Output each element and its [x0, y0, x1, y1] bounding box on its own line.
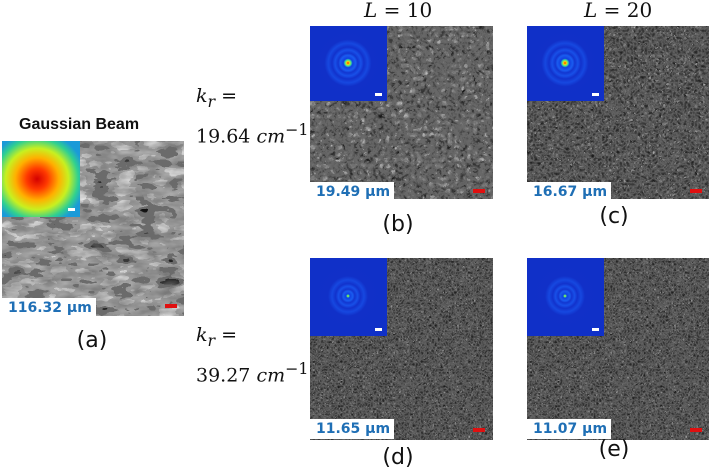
bessel-beam-profile	[527, 258, 604, 336]
scalebar-a	[165, 304, 177, 308]
row-label-kr-2: kr = 39.27 cm−1	[196, 324, 309, 387]
gaussian-inset-a	[2, 141, 80, 217]
column-header-l10: L = 10	[364, 0, 433, 22]
panel-letter-c: (c)	[599, 204, 629, 229]
speckle-size-label-c: 16.67 μm	[527, 182, 612, 202]
bessel-inset-e	[527, 258, 604, 336]
scalebar-c	[690, 189, 702, 193]
inset-scalebar	[592, 328, 599, 331]
speckle-size-label-e: 11.07 μm	[527, 419, 612, 439]
panel-letter-b: (b)	[382, 212, 414, 237]
bessel-beam-profile	[527, 26, 604, 101]
inset-scalebar	[592, 93, 599, 96]
panel-letter-a: (a)	[76, 328, 108, 353]
scalebar-e	[690, 428, 702, 432]
bessel-beam-profile	[310, 258, 387, 336]
panel-letter-d: (d)	[382, 445, 414, 470]
speckle-image-e	[527, 258, 709, 440]
speckle-size-label-d: 11.65 μm	[310, 419, 395, 439]
speckle-image-b	[310, 26, 493, 199]
bessel-inset-b	[310, 26, 387, 101]
bessel-inset-c	[527, 26, 604, 101]
row-label-kr-1: kr = 19.64 cm−1	[196, 85, 309, 148]
scalebar-d	[473, 428, 485, 432]
speckle-image-c	[527, 26, 709, 199]
speckle-size-label-b: 19.49 μm	[310, 182, 395, 202]
speckle-size-label-a: 116.32 μm	[2, 298, 96, 318]
speckle-image-a	[2, 141, 184, 316]
bessel-inset-d	[310, 258, 387, 336]
bessel-beam-profile	[310, 26, 387, 101]
column-header-l20: L = 20	[584, 0, 653, 22]
panel-letter-e: (e)	[598, 437, 630, 462]
scalebar-b	[473, 189, 485, 193]
inset-scalebar	[375, 328, 382, 331]
gaussian-beam-title: Gaussian Beam	[19, 116, 140, 133]
inset-scalebar	[375, 93, 382, 96]
gaussian-beam-profile	[2, 141, 80, 217]
inset-scalebar	[68, 208, 75, 211]
speckle-image-d	[310, 258, 493, 440]
